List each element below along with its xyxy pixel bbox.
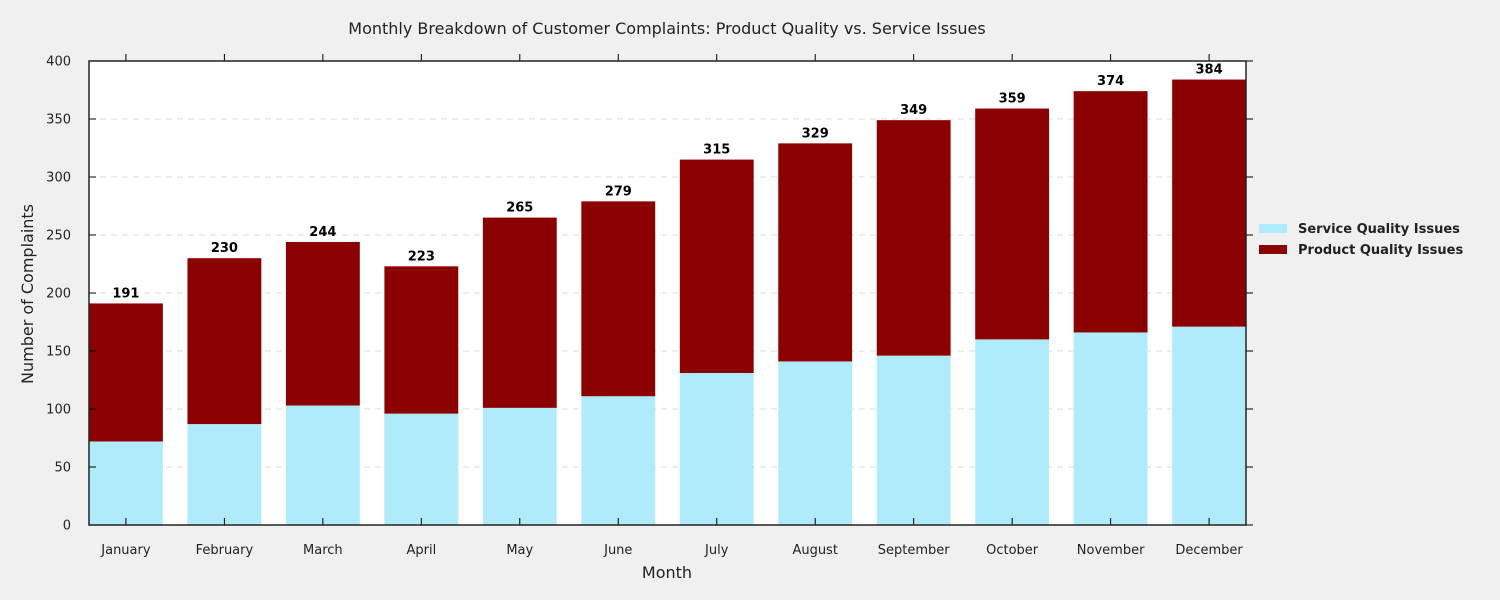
x-tick-label: November — [1077, 543, 1145, 558]
bar-product-october — [975, 108, 1050, 340]
value-label-march: 244 — [309, 225, 336, 240]
bar-service-april — [384, 413, 459, 525]
x-tick-label: April — [406, 543, 436, 558]
x-tick-label: June — [603, 543, 632, 558]
value-label-january: 191 — [112, 286, 139, 301]
y-tick-label: 350 — [46, 113, 71, 128]
x-tick-label: December — [1175, 543, 1243, 558]
x-tick-label: March — [303, 543, 343, 558]
y-tick-label: 400 — [46, 55, 71, 70]
bar-product-december — [1172, 79, 1246, 327]
bar-service-september — [876, 355, 951, 525]
bar-service-may — [482, 407, 557, 525]
value-label-november: 374 — [1097, 74, 1124, 89]
x-tick-label: January — [100, 543, 151, 558]
bar-service-august — [778, 361, 853, 525]
value-label-february: 230 — [211, 241, 238, 256]
legend: Service Quality Issues Product Quality Is… — [1259, 222, 1463, 258]
y-tick-label: 300 — [46, 171, 71, 186]
bar-service-february — [187, 424, 262, 525]
value-label-september: 349 — [900, 103, 927, 118]
y-tick-label: 200 — [46, 287, 71, 302]
legend-swatch-service — [1259, 224, 1287, 233]
value-label-august: 329 — [802, 126, 829, 141]
bar-service-november — [1073, 332, 1148, 525]
bar-service-july — [679, 373, 754, 525]
y-tick-label: 0 — [63, 519, 71, 534]
bar-product-september — [876, 120, 951, 356]
bar-product-june — [581, 201, 656, 397]
bar-service-january — [89, 441, 163, 525]
legend-label: Service Quality Issues — [1298, 222, 1460, 237]
bar-product-november — [1073, 91, 1148, 333]
legend-swatch-product — [1259, 245, 1287, 254]
x-tick-label: August — [792, 543, 838, 558]
plot-frame — [88, 60, 1247, 526]
x-tick-label: October — [986, 543, 1039, 558]
x-tick-label: September — [878, 543, 951, 558]
value-label-july: 315 — [703, 143, 730, 158]
value-label-may: 265 — [506, 201, 533, 216]
value-label-december: 384 — [1196, 63, 1223, 78]
value-label-april: 223 — [408, 249, 435, 264]
x-tick-label: February — [196, 543, 254, 558]
bar-service-june — [581, 396, 656, 525]
bar-product-march — [285, 241, 360, 406]
y-axis-label: Number of Complaints — [18, 204, 37, 384]
bar-product-january — [89, 303, 163, 442]
y-tick-label: 100 — [46, 403, 71, 418]
bar-product-august — [778, 143, 853, 362]
bar-service-march — [285, 405, 360, 525]
plot-area: 191 January 230 February 244 March 223 April 265… — [46, 54, 1253, 558]
bar-product-february — [187, 258, 262, 425]
y-tick-label: 50 — [54, 461, 71, 476]
value-label-june: 279 — [605, 184, 632, 199]
bar-product-april — [384, 266, 459, 414]
bar-service-december — [1172, 326, 1246, 525]
legend-label: Product Quality Issues — [1298, 243, 1463, 258]
x-tick-label: May — [506, 543, 533, 558]
x-tick-label: July — [704, 543, 729, 558]
chart-title: Monthly Breakdown of Customer Complaints… — [348, 19, 985, 38]
bar-service-october — [975, 339, 1050, 525]
bar-product-may — [482, 217, 557, 408]
x-axis-label: Month — [642, 563, 692, 582]
bar-product-july — [679, 159, 754, 374]
y-tick-label: 150 — [46, 345, 71, 360]
y-tick-label: 250 — [46, 229, 71, 244]
value-label-october: 359 — [999, 92, 1026, 107]
